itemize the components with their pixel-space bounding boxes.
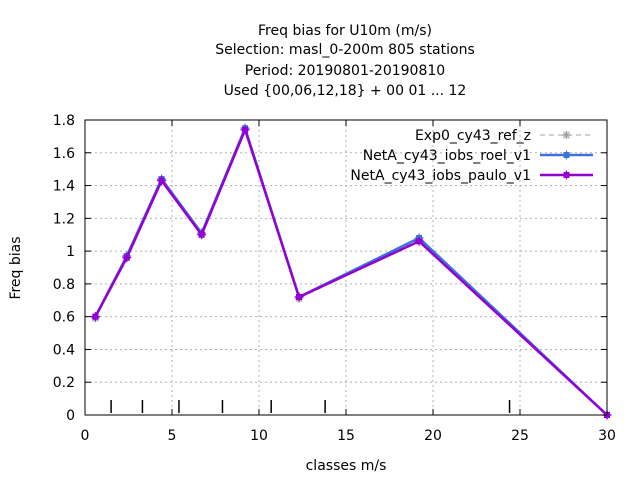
legend-label-2: NetA_cy43_iobs_paulo_v1 (350, 168, 531, 184)
x-tick-label-6: 30 (598, 428, 616, 444)
grid-lines (85, 120, 607, 415)
x-tick-label-5: 25 (511, 428, 529, 444)
title-line-4: Used {00,06,12,18} + 00 01 ... 12 (224, 83, 467, 99)
y-tick-label-8: 1.6 (53, 146, 75, 162)
legend-sample-marker-1 (562, 150, 571, 160)
axis-tick-labels: 0 0.2 0.4 0.6 0.8 1 1.2 1.4 1.6 1.8 0 5 10 15 20 25 30 (53, 113, 616, 444)
y-tick-label-2: 0.4 (53, 342, 75, 358)
series-2-point-3 (197, 230, 207, 240)
series-2-point-6 (414, 236, 424, 246)
y-tick-label-7: 1.4 (53, 179, 75, 195)
y-tick-label-0: 0 (66, 408, 75, 424)
series-2 (90, 125, 612, 420)
title-line-1: Freq bias for U10m (m/s) (258, 23, 432, 39)
class-boundary-marks (110, 400, 511, 413)
y-tick-label-5: 1 (66, 244, 75, 260)
y-tick-label-9: 1.8 (53, 113, 75, 129)
legend-sample-marker-2 (562, 170, 571, 180)
y-axis-label: Freq bias (8, 236, 24, 299)
y-tick-label-1: 0.2 (53, 375, 75, 391)
legend-sample-marker-0-d2 (563, 131, 570, 139)
x-tick-label-4: 20 (424, 428, 442, 444)
x-tick-label-0: 0 (81, 428, 90, 444)
series-2-point-0 (90, 312, 100, 322)
legend-label-1: NetA_cy43_iobs_roel_v1 (363, 148, 531, 164)
axis-ticks (84, 119, 608, 416)
x-tick-label-1: 5 (168, 428, 177, 444)
series-layer (90, 123, 612, 420)
legend-label-0: Exp0_cy43_ref_z (415, 128, 531, 144)
series-2-point-4 (240, 125, 250, 135)
x-tick-label-3: 15 (337, 428, 355, 444)
chart-title: Freq bias for U10m (m/s) Selection: masl… (215, 23, 475, 99)
y-tick-label-4: 0.8 (53, 277, 75, 293)
series-2-point-5 (294, 292, 304, 302)
legend: Exp0_cy43_ref_z NetA_cy43_iobs_roel_v1 Net… (350, 128, 593, 184)
y-tick-label-3: 0.6 (53, 310, 75, 326)
title-line-2: Selection: masl_0-200m 805 stations (215, 42, 475, 58)
x-axis-label: classes m/s (306, 458, 387, 474)
series-line-2 (94, 126, 608, 416)
y-tick-label-6: 1.2 (53, 211, 75, 227)
series-2-point-2 (157, 176, 167, 186)
x-tick-label-2: 10 (250, 428, 268, 444)
title-line-3: Period: 20190801-20190810 (245, 63, 445, 79)
series-2-point-1 (122, 253, 132, 263)
legend-sample-marker-0 (562, 131, 571, 139)
